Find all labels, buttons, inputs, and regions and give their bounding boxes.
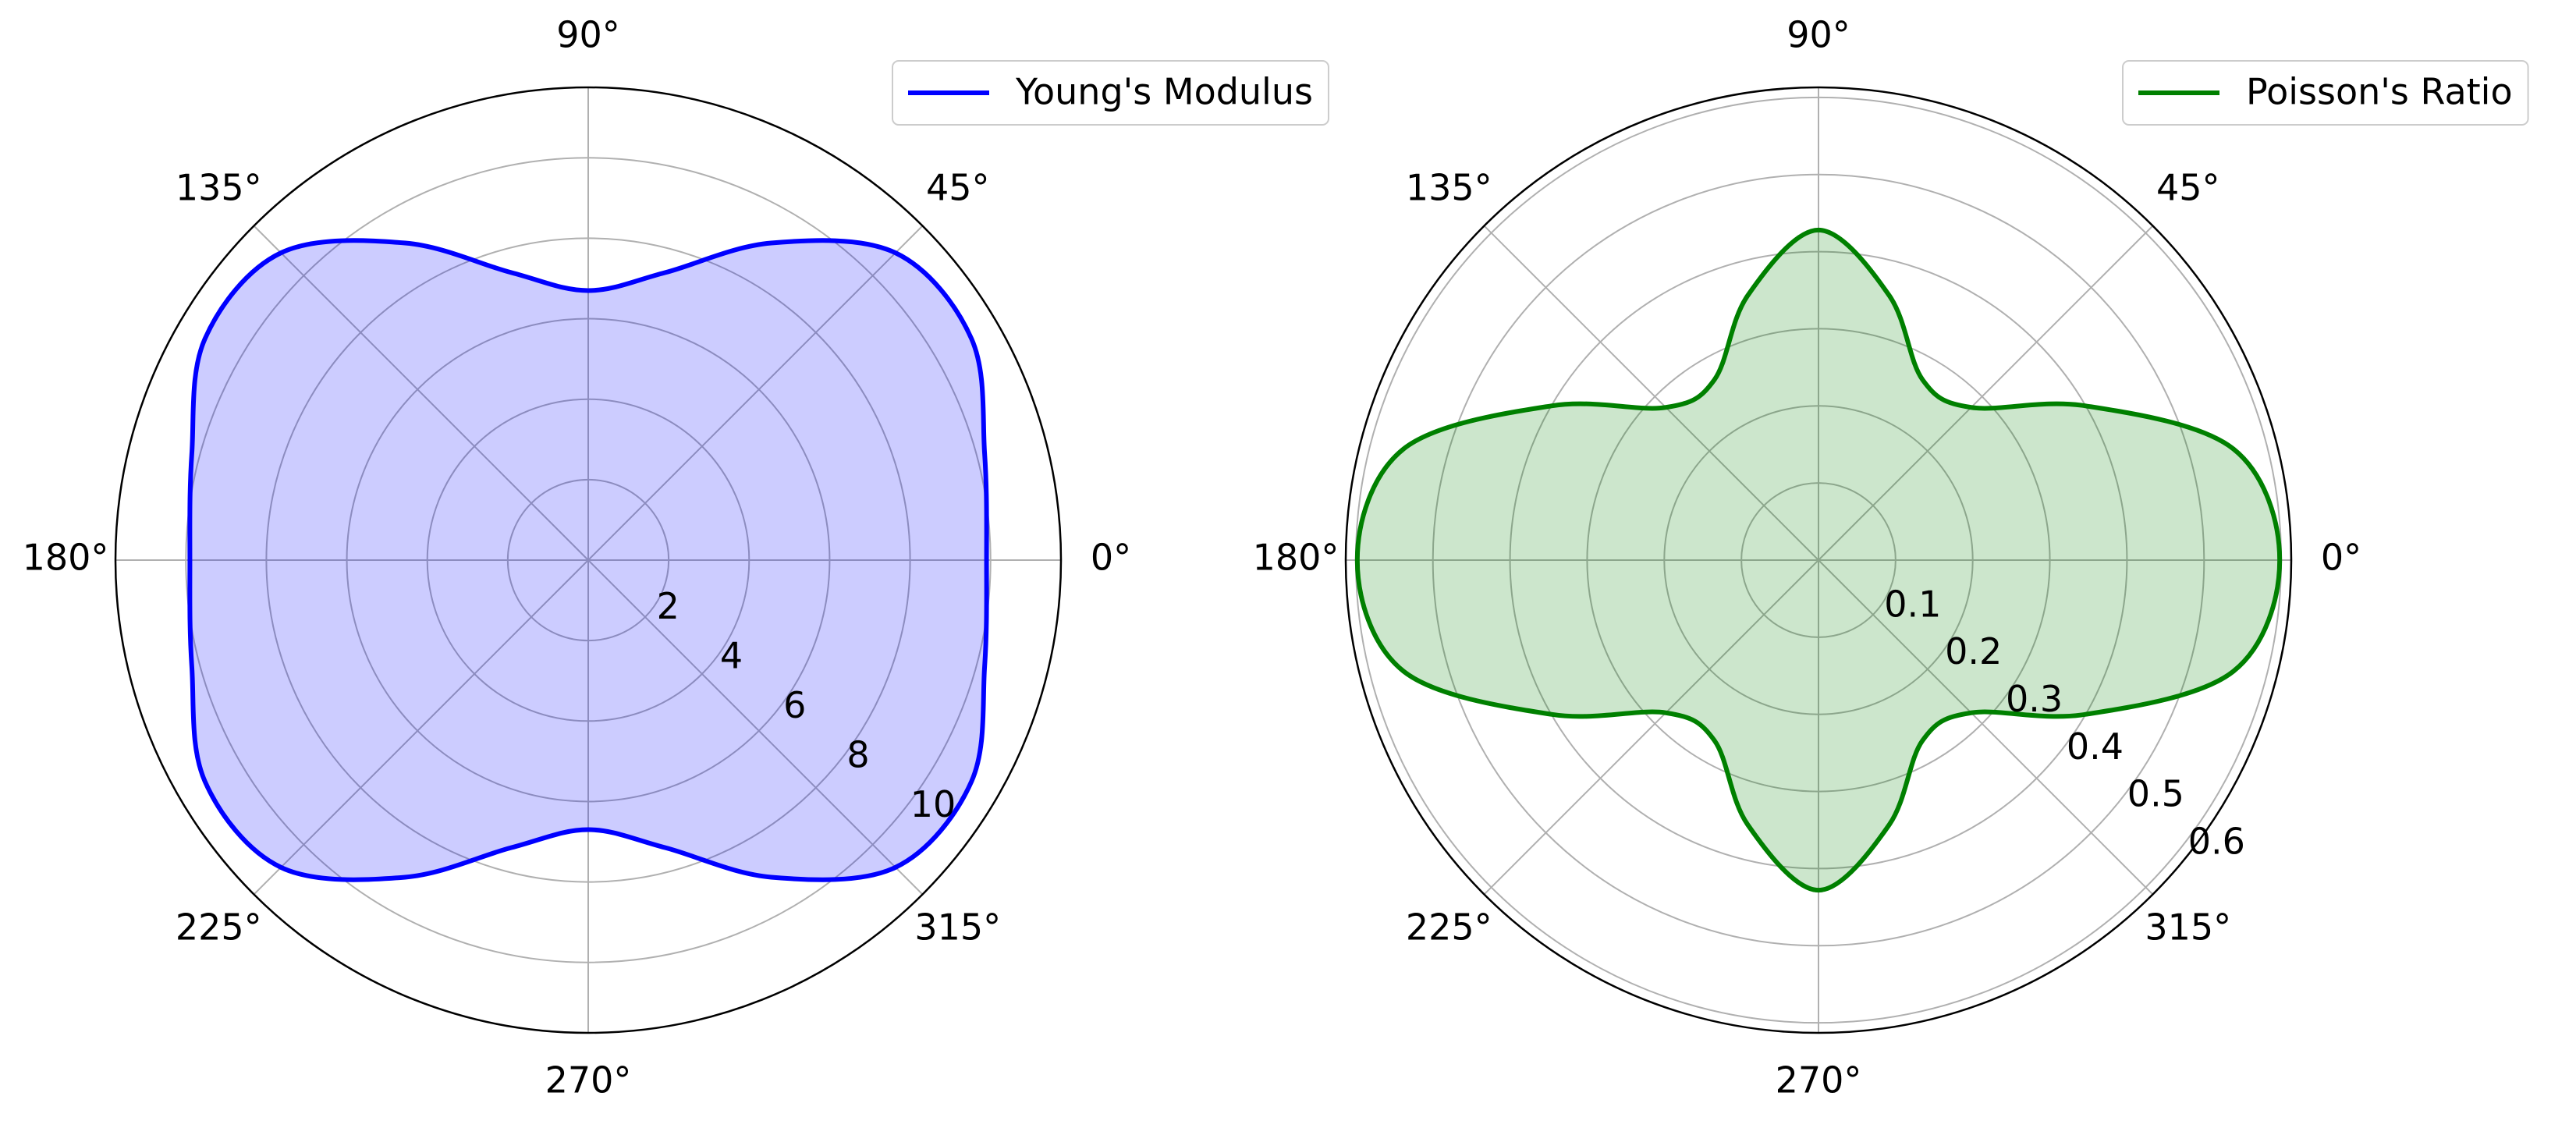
theta-tick-label: 180°: [1253, 537, 1339, 579]
grid-spoke: [587, 225, 924, 561]
area: [190, 240, 987, 880]
grid-spoke: [1818, 225, 2154, 561]
legend-label: Poisson's Ratio: [2246, 71, 2513, 113]
r-tick-label: 0.1: [1884, 583, 1941, 625]
polar-frame: [1344, 86, 2293, 1034]
r-tick-label: 0.6: [2188, 821, 2245, 863]
theta-tick-label: 45°: [926, 167, 990, 209]
legend: Young's Modulus: [892, 60, 1329, 126]
line: [187, 238, 989, 882]
legend-box: [892, 60, 1329, 126]
grid-spoke: [1818, 559, 2154, 896]
legend: Poisson's Ratio: [2122, 60, 2529, 126]
r-tick-label: 2: [657, 585, 679, 627]
theta-tick-label: 315°: [914, 906, 1001, 948]
theta-tick-label: 270°: [545, 1059, 632, 1101]
theta-tick-label: 90°: [556, 14, 620, 56]
theta-tick-label: 45°: [2156, 167, 2220, 209]
theta-tick-label: 315°: [2145, 906, 2231, 948]
grid-spoke: [253, 225, 589, 561]
theta-tick-label: 135°: [176, 167, 262, 209]
theta-tick-label: 225°: [1406, 906, 1492, 948]
r-tick-label: 0.3: [2006, 678, 2063, 720]
grid-spoke: [253, 559, 589, 896]
r-tick-label: 0.2: [1945, 630, 2002, 672]
theta-tick-label: 0°: [1091, 537, 1131, 579]
r-tick-label: 4: [720, 634, 743, 676]
grid-spoke: [1483, 225, 1819, 561]
grid-spoke: [1483, 559, 1819, 896]
r-tick-label: 0.4: [2067, 725, 2124, 768]
r-tick-label: 8: [846, 733, 869, 775]
area: [1357, 229, 2280, 891]
line: [1354, 227, 2283, 893]
r-tick-label: 0.5: [2127, 773, 2184, 815]
theta-tick-label: 270°: [1776, 1059, 1862, 1101]
polar-frame: [114, 86, 1063, 1034]
theta-tick-label: 0°: [2321, 537, 2361, 579]
r-tick-label: 6: [783, 684, 806, 726]
theta-tick-label: 135°: [1406, 167, 1492, 209]
theta-tick-label: 180°: [23, 537, 109, 579]
r-tick-label: 10: [910, 783, 956, 825]
theta-tick-label: 90°: [1787, 14, 1850, 56]
legend-box: [2122, 60, 2529, 126]
legend-label: Young's Modulus: [1015, 71, 1313, 113]
grid-spoke: [587, 559, 924, 896]
theta-tick-label: 225°: [176, 906, 262, 948]
